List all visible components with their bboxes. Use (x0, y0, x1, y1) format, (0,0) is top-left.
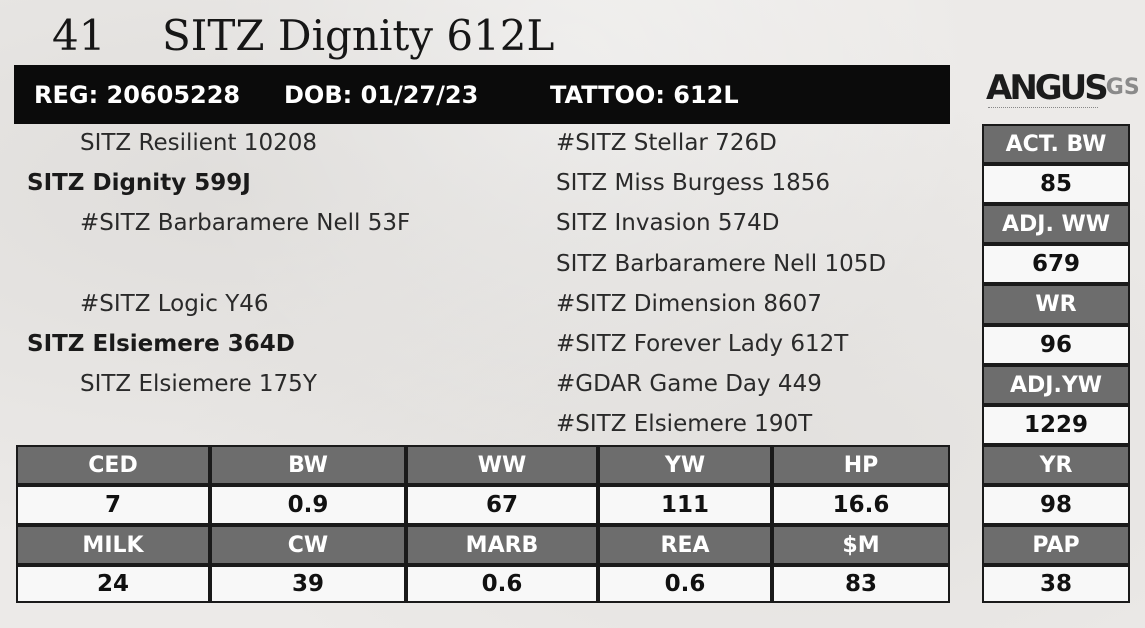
side-value-yr: 98 (982, 485, 1130, 525)
pedigree-right-5: #SITZ Dimension 8607 (556, 291, 822, 317)
epd-label-hp: HP (772, 445, 950, 485)
epd-label-dollar-m: $M (772, 525, 950, 565)
epd-label-ced: CED (16, 445, 210, 485)
side-value-adj-yw: 1229 (982, 405, 1130, 445)
pedigree-right-7: #GDAR Game Day 449 (556, 371, 822, 397)
pedigree-dam: SITZ Elsiemere 364D (27, 331, 295, 357)
epd-value-bw: 0.9 (210, 485, 406, 525)
animal-name: SITZ Dignity 612L (162, 11, 555, 60)
side-label-yr: YR (982, 445, 1130, 485)
epd-label-ww: WW (406, 445, 598, 485)
side-label-wr: WR (982, 284, 1130, 325)
logo-text: ANGUS (986, 68, 1109, 108)
logo-suffix: GS (1105, 75, 1140, 100)
epd-label-rea: REA (598, 525, 772, 565)
side-value-act-bw: 85 (982, 164, 1130, 204)
pedigree-right-6: #SITZ Forever Lady 612T (556, 331, 849, 357)
side-value-wr: 96 (982, 325, 1130, 365)
pedigree-right-1: #SITZ Stellar 726D (556, 130, 777, 156)
epd-label-milk: MILK (16, 525, 210, 565)
pedigree-sire-sire: SITZ Resilient 10208 (80, 130, 317, 156)
epd-value-ced: 7 (16, 485, 210, 525)
reg-number: REG: 20605228 (34, 81, 241, 109)
side-label-adj-ww: ADJ. WW (982, 204, 1130, 244)
epd-label-yw: YW (598, 445, 772, 485)
epd-value-marb: 0.6 (406, 565, 598, 603)
epd-value-yw: 111 (598, 485, 772, 525)
side-value-pap: 38 (982, 565, 1130, 603)
epd-value-rea: 0.6 (598, 565, 772, 603)
epd-label-cw: CW (210, 525, 406, 565)
pedigree-sire-dam: #SITZ Barbaramere Nell 53F (80, 210, 411, 236)
angus-gs-logo: ANGUSGS (986, 66, 1140, 114)
epd-value-cw: 39 (210, 565, 406, 603)
dob: DOB: 01/27/23 (284, 81, 479, 109)
epd-label-bw: BW (210, 445, 406, 485)
epd-value-dollar-m: 83 (772, 565, 950, 603)
pedigree-dam-dam: SITZ Elsiemere 175Y (80, 371, 317, 397)
pedigree-right-2: SITZ Miss Burgess 1856 (556, 170, 830, 196)
pedigree-right-4: SITZ Barbaramere Nell 105D (556, 251, 887, 277)
id-bar: REG: 20605228 DOB: 01/27/23 TATTOO: 612L (14, 65, 950, 124)
pedigree-dam-sire: #SITZ Logic Y46 (80, 291, 269, 317)
pedigree-right-3: SITZ Invasion 574D (556, 210, 780, 236)
epd-label-marb: MARB (406, 525, 598, 565)
pedigree-sire: SITZ Dignity 599J (27, 170, 251, 196)
side-label-adj-yw: ADJ.YW (982, 365, 1130, 405)
side-value-adj-ww: 679 (982, 244, 1130, 284)
epd-value-ww: 67 (406, 485, 598, 525)
side-label-act-bw: ACT. BW (982, 124, 1130, 164)
lot-number: 41 (52, 11, 106, 60)
lot-title: 41 SITZ Dignity 612L (52, 8, 554, 64)
epd-value-milk: 24 (16, 565, 210, 603)
side-label-pap: PAP (982, 525, 1130, 565)
pedigree-right-8: #SITZ Elsiemere 190T (556, 411, 813, 437)
epd-value-hp: 16.6 (772, 485, 950, 525)
logo-tagline-line (988, 107, 1098, 112)
tattoo: TATTOO: 612L (550, 81, 739, 109)
